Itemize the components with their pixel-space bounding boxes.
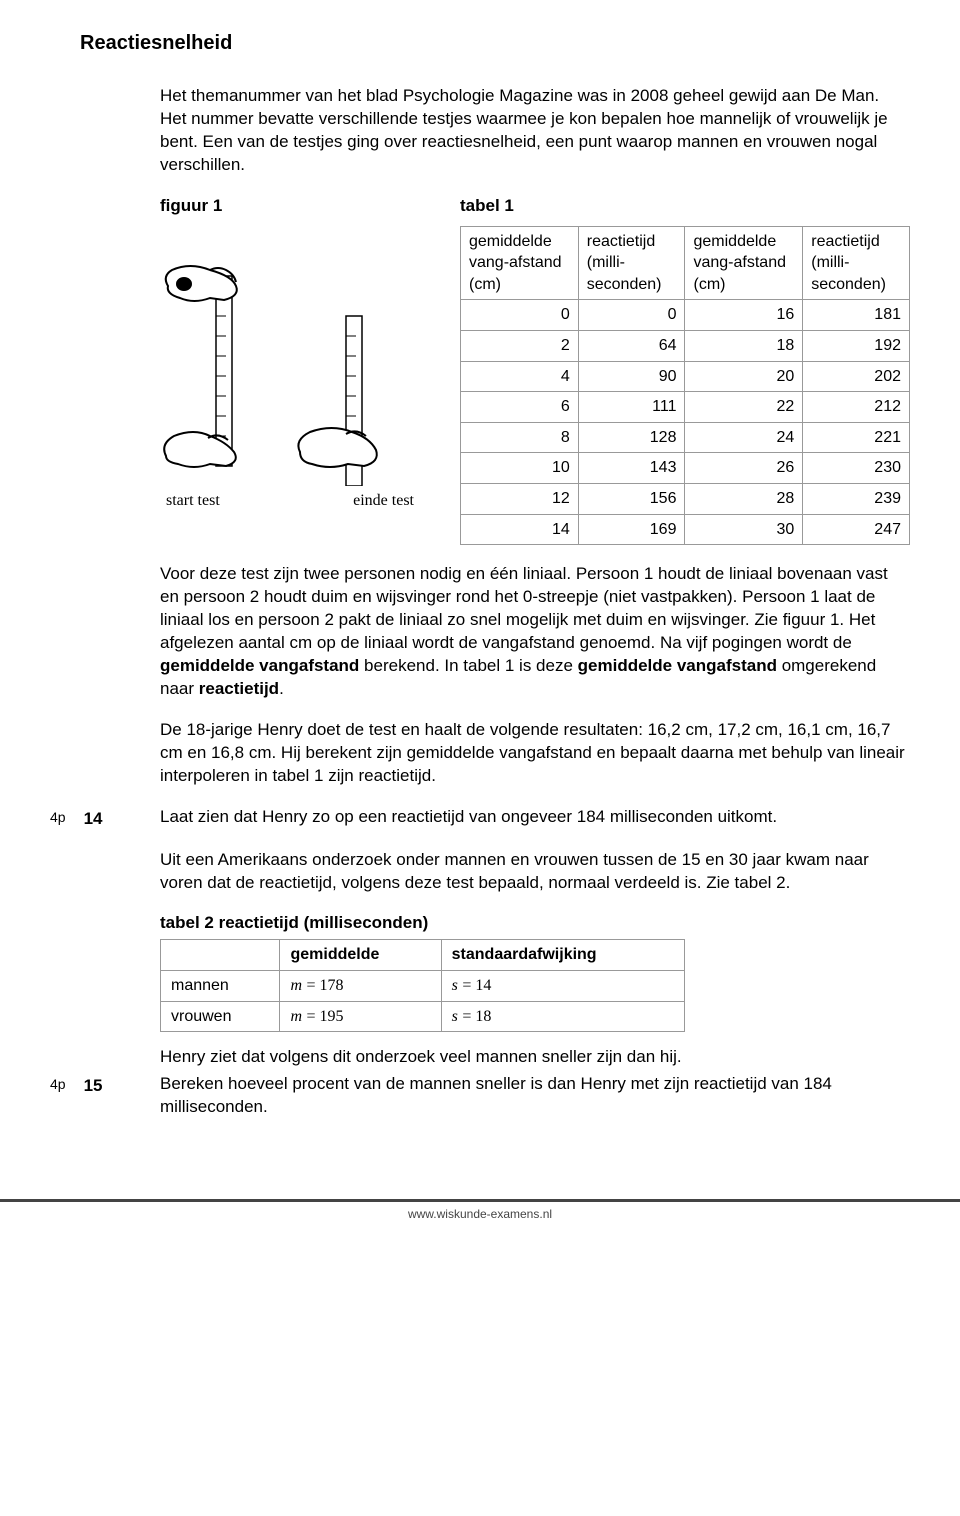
figure-image xyxy=(160,226,420,486)
table-cell: 24 xyxy=(685,422,803,453)
table-cell: 26 xyxy=(685,453,803,484)
body: Het themanummer van het blad Psychologie… xyxy=(40,85,910,788)
table-row: mannenm = 178s = 14 xyxy=(161,971,685,1002)
table-cell: 143 xyxy=(578,453,685,484)
table-cell: 247 xyxy=(803,514,910,545)
table-cell: 111 xyxy=(578,392,685,423)
table-row: 1215628239 xyxy=(461,484,910,515)
table2-header: gemiddelde xyxy=(280,940,441,971)
table1-header: reactietijd (milli-seconden) xyxy=(578,226,685,300)
table-cell: 2 xyxy=(461,331,579,362)
table-row: 611122212 xyxy=(461,392,910,423)
figure-caption: start test einde test xyxy=(160,490,420,512)
question-14-margin: 4p 14 xyxy=(40,806,160,831)
table-row: 1416930247 xyxy=(461,514,910,545)
question-14-points: 4p xyxy=(50,808,66,831)
ruler-hands-illustration xyxy=(160,226,420,486)
table-cell: 10 xyxy=(461,453,579,484)
table-cell: 156 xyxy=(578,484,685,515)
figure-caption-right: einde test xyxy=(353,490,414,512)
table-cell: 4 xyxy=(461,361,579,392)
table1: gemiddelde vang-afstand (cm) reactietijd… xyxy=(460,226,910,546)
question-15: 4p 15 Bereken hoeveel procent van de man… xyxy=(40,1073,910,1119)
table-cell: 239 xyxy=(803,484,910,515)
figure-caption-left: start test xyxy=(166,490,220,512)
figure-table-row: figuur 1 xyxy=(160,195,910,545)
intro-paragraph: Het themanummer van het blad Psychologie… xyxy=(160,85,910,177)
table-cell: 22 xyxy=(685,392,803,423)
table-cell: 28 xyxy=(685,484,803,515)
table-cell: s = 14 xyxy=(441,971,684,1002)
table2-header xyxy=(161,940,280,971)
table-cell: 90 xyxy=(578,361,685,392)
page-title: Reactiesnelheid xyxy=(40,30,910,57)
table-cell: 14 xyxy=(461,514,579,545)
table-cell: 12 xyxy=(461,484,579,515)
table-cell: 230 xyxy=(803,453,910,484)
question-14-number: 14 xyxy=(84,808,103,831)
paragraph-2: Voor deze test zijn twee personen nodig … xyxy=(160,563,910,701)
table-cell: 20 xyxy=(685,361,803,392)
page-footer: www.wiskunde-examens.nl xyxy=(0,1199,960,1222)
table-cell: vrouwen xyxy=(161,1001,280,1032)
table1-header: gemiddelde vang-afstand (cm) xyxy=(685,226,803,300)
table-row: 1014326230 xyxy=(461,453,910,484)
table1-header: reactietijd (milli-seconden) xyxy=(803,226,910,300)
table1-header: gemiddelde vang-afstand (cm) xyxy=(461,226,579,300)
question-14: 4p 14 Laat zien dat Henry zo op een reac… xyxy=(40,806,910,831)
table-cell: 18 xyxy=(685,331,803,362)
figure-label: figuur 1 xyxy=(160,195,420,218)
table-cell: mannen xyxy=(161,971,280,1002)
table-cell: 128 xyxy=(578,422,685,453)
table-cell: 212 xyxy=(803,392,910,423)
table-cell: 0 xyxy=(461,300,579,331)
table2-title: tabel 2 reactietijd (milliseconden) xyxy=(160,912,910,935)
question-15-points: 4p xyxy=(50,1075,66,1098)
table-cell: 202 xyxy=(803,361,910,392)
body-2: Uit een Amerikaans onderzoek onder manne… xyxy=(40,849,910,1070)
table-cell: 169 xyxy=(578,514,685,545)
page: Reactiesnelheid Het themanummer van het … xyxy=(0,0,960,1139)
table-row: vrouwenm = 195s = 18 xyxy=(161,1001,685,1032)
table-cell: 64 xyxy=(578,331,685,362)
table-row: 812824221 xyxy=(461,422,910,453)
table-cell: 6 xyxy=(461,392,579,423)
question-15-number: 15 xyxy=(84,1075,103,1098)
paragraph-3: De 18-jarige Henry doet de test en haalt… xyxy=(160,719,910,788)
table-row: 49020202 xyxy=(461,361,910,392)
question-14-text: Laat zien dat Henry zo op een reactietij… xyxy=(160,806,910,829)
table-cell: 181 xyxy=(803,300,910,331)
table-cell: 30 xyxy=(685,514,803,545)
question-15-margin: 4p 15 xyxy=(40,1073,160,1098)
question-15-text: Bereken hoeveel procent van de mannen sn… xyxy=(160,1073,910,1119)
table-cell: 192 xyxy=(803,331,910,362)
table2-header: standaardafwijking xyxy=(441,940,684,971)
table2: gemiddelde standaardafwijking mannenm = … xyxy=(160,939,685,1032)
table-cell: 221 xyxy=(803,422,910,453)
table-row: 0016181 xyxy=(461,300,910,331)
table-cell: m = 178 xyxy=(280,971,441,1002)
table1-column: tabel 1 gemiddelde vang-afstand (cm) rea… xyxy=(460,195,910,545)
table-cell: s = 18 xyxy=(441,1001,684,1032)
table-row: 26418192 xyxy=(461,331,910,362)
table-cell: 16 xyxy=(685,300,803,331)
table-cell: 0 xyxy=(578,300,685,331)
table-cell: m = 195 xyxy=(280,1001,441,1032)
table1-label: tabel 1 xyxy=(460,195,910,218)
figure-column: figuur 1 xyxy=(160,195,420,545)
table-cell: 8 xyxy=(461,422,579,453)
paragraph-5: Henry ziet dat volgens dit onderzoek vee… xyxy=(160,1046,910,1069)
paragraph-4: Uit een Amerikaans onderzoek onder manne… xyxy=(160,849,910,895)
